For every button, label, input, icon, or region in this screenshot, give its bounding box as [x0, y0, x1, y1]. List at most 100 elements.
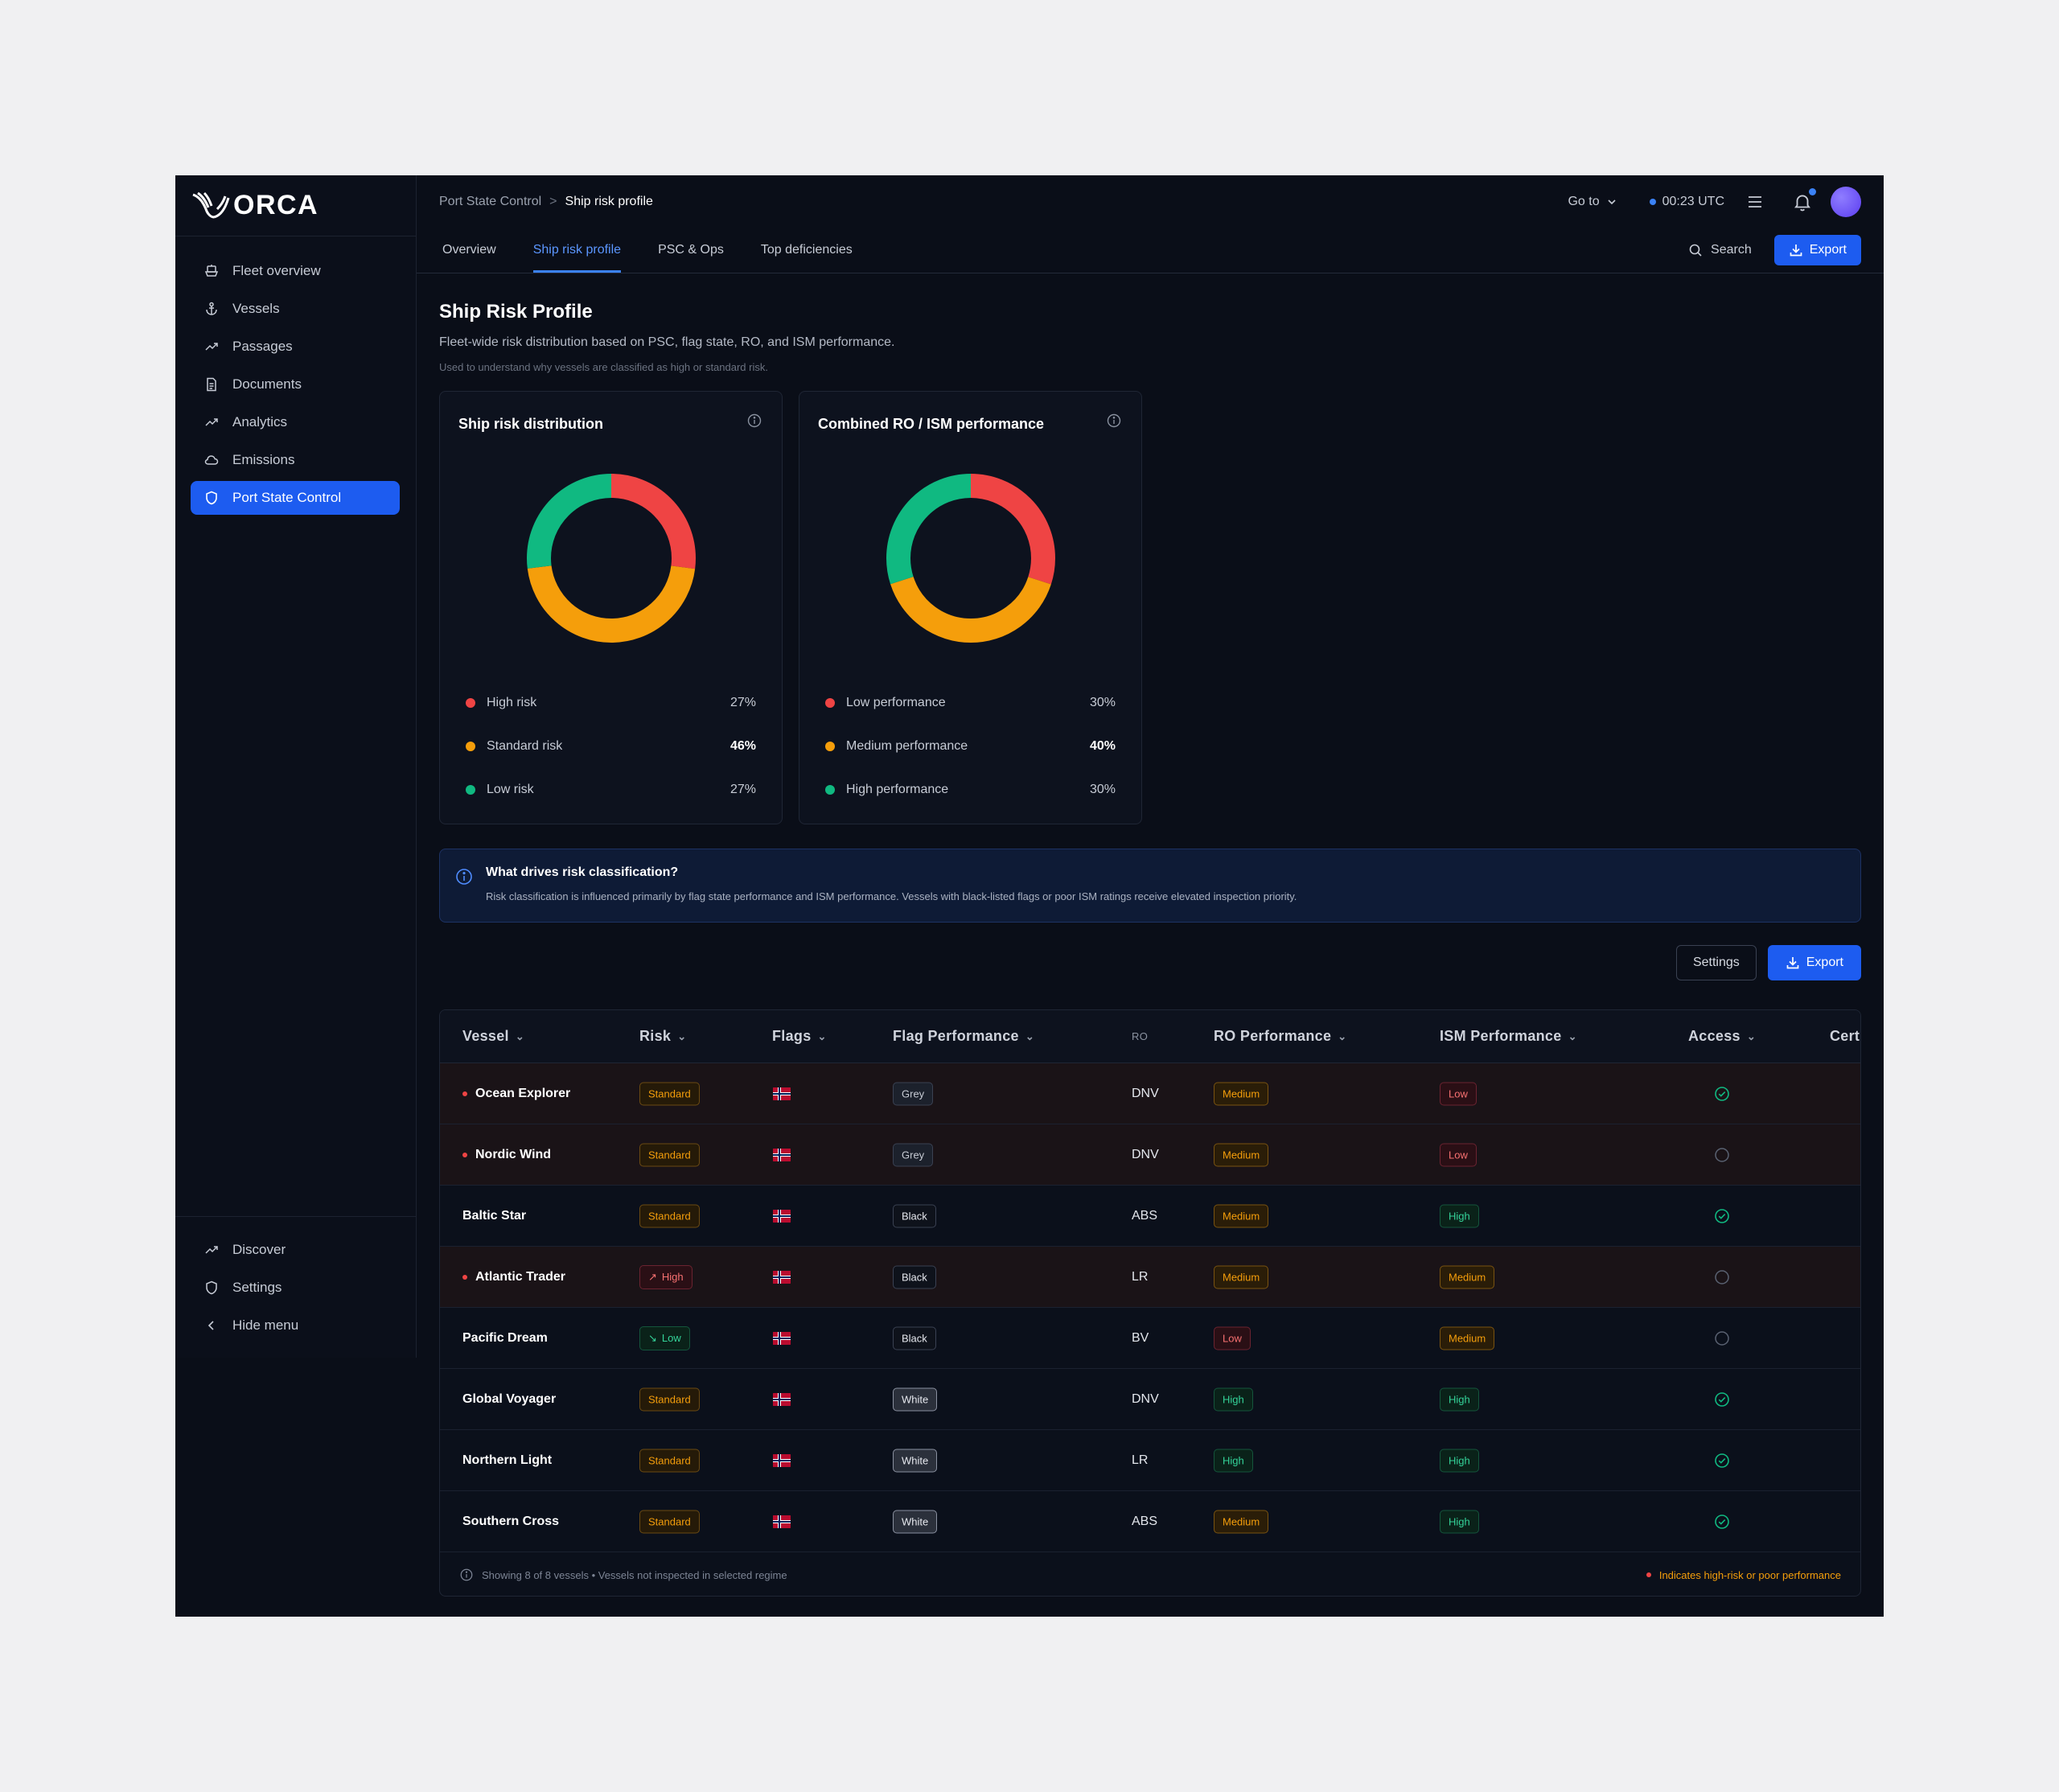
sidebar-item-label: Port State Control	[232, 490, 342, 505]
risk-info-banner: What drives risk classification? Risk cl…	[439, 849, 1861, 923]
tab-psc-ops[interactable]: PSC & Ops	[658, 243, 724, 257]
logo[interactable]: ORCA	[175, 175, 416, 236]
sidebar-item-discover[interactable]: Discover	[191, 1233, 400, 1267]
column-header-ro-performance[interactable]: RO Performance ⌄	[1214, 1028, 1346, 1045]
notifications-button[interactable]	[1792, 188, 1816, 212]
ro-performance-badge: Low	[1214, 1326, 1251, 1350]
column-header-cert[interactable]: Cert	[1830, 1028, 1860, 1045]
breadcrumb: Port State Control > Ship risk profile	[439, 195, 653, 209]
settings-button[interactable]: Settings	[1675, 945, 1757, 980]
table-footer-summary: Showing 8 of 8 vessels • Vessels not ins…	[482, 1568, 787, 1581]
table-body: Ocean Explorer Standard Grey DNV Medium Low No…	[440, 1063, 1860, 1552]
sidebar-item-emissions[interactable]: Emissions	[191, 443, 400, 477]
info-icon[interactable]	[746, 413, 762, 429]
ro-cell: BV	[1132, 1330, 1149, 1345]
search-button[interactable]: Search	[1688, 243, 1752, 257]
sidebar-item-analytics[interactable]: Analytics	[191, 405, 400, 439]
vessel-name-cell[interactable]: Pacific Dream	[462, 1331, 548, 1346]
column-header-access[interactable]: Access ⌄	[1688, 1028, 1756, 1045]
legend-item-low-performance: Low performance 30%	[825, 681, 1116, 725]
table-row[interactable]: Nordic Wind Standard Grey DNV Medium Low	[440, 1124, 1860, 1186]
sidebar-item-label: Analytics	[232, 414, 288, 430]
table-header: Vessel ⌄ Risk ⌄ Flags ⌄ Flag Performance ⌄ R…	[440, 1010, 1860, 1063]
risk-cell: Standard	[639, 1387, 700, 1411]
vessel-name-cell[interactable]: Northern Light	[462, 1453, 552, 1468]
table-row[interactable]: Pacific Dream ↘ Low Black BV Low Medium	[440, 1308, 1860, 1369]
ism-performance-cell: Medium	[1440, 1265, 1495, 1289]
access-cell	[1714, 1514, 1730, 1530]
avatar[interactable]	[1831, 187, 1861, 217]
sidebar-item-label: Passages	[232, 339, 293, 354]
column-header-risk[interactable]: Risk ⌄	[639, 1028, 686, 1045]
vessel-name-cell[interactable]: Southern Cross	[462, 1515, 559, 1529]
ro-cell: LR	[1132, 1453, 1149, 1467]
sidebar-item-passages[interactable]: Passages	[191, 330, 400, 364]
sidebar-item-port-state-control[interactable]: Port State Control	[191, 481, 400, 515]
table-row[interactable]: Northern Light Standard White LR High High	[440, 1430, 1860, 1491]
export-button[interactable]: Export	[1773, 235, 1861, 265]
table-export-button[interactable]: Export	[1767, 945, 1861, 980]
legend-dot	[825, 785, 835, 795]
vessel-name: Northern Light	[462, 1453, 553, 1467]
table-footer: Showing 8 of 8 vessels • Vessels not ins…	[440, 1554, 1860, 1596]
sidebar-item-settings[interactable]: Settings	[191, 1271, 400, 1305]
anchor-icon	[203, 301, 220, 317]
risk-cell: Standard	[639, 1510, 700, 1533]
ro-cell: LR	[1132, 1269, 1149, 1284]
donut-segment-2	[886, 474, 1055, 643]
tab-top-deficiencies[interactable]: Top deficiencies	[760, 243, 853, 257]
page-note: Used to understand why vessels are class…	[439, 361, 768, 373]
vessel-name-cell[interactable]: Global Voyager	[462, 1392, 556, 1407]
menu-icon[interactable]	[1745, 192, 1765, 212]
ro-performance-cell: High	[1214, 1449, 1253, 1472]
risk-label: Standard	[648, 1393, 691, 1405]
sidebar-item-fleet-overview[interactable]: Fleet overview	[191, 254, 400, 288]
vessel-name-cell[interactable]: Nordic Wind	[462, 1148, 551, 1162]
table-row[interactable]: Ocean Explorer Standard Grey DNV Medium Low	[440, 1063, 1860, 1124]
breadcrumb-parent[interactable]: Port State Control	[439, 195, 542, 208]
ism-performance-badge: High	[1440, 1449, 1479, 1472]
info-icon[interactable]	[1106, 413, 1122, 429]
vessel-name-cell[interactable]: Atlantic Trader	[462, 1270, 565, 1284]
goto-dropdown[interactable]: Go to	[1568, 195, 1617, 209]
table-row[interactable]: Global Voyager Standard White DNV High High	[440, 1369, 1860, 1430]
ism-performance-cell: Low	[1440, 1143, 1477, 1166]
table-row[interactable]: Southern Cross Standard White ABS Medium High	[440, 1491, 1860, 1552]
notification-badge	[1809, 188, 1816, 195]
sidebar-item-vessels[interactable]: Vessels	[191, 292, 400, 326]
table-row[interactable]: Atlantic Trader ↗ High Black LR Medium Medium	[440, 1247, 1860, 1308]
table-row[interactable]: Baltic Star Standard Black ABS Medium High	[440, 1186, 1860, 1247]
tab-ship-risk-profile[interactable]: Ship risk profile	[532, 243, 622, 273]
risk-label: Standard	[648, 1454, 691, 1466]
sidebar-nav: Fleet overview Vessels Passages Document…	[175, 236, 416, 515]
flag-performance-cell: Grey	[893, 1143, 934, 1166]
hide-menu-button[interactable]: Hide menu	[191, 1309, 400, 1342]
ism-performance-badge: High	[1440, 1387, 1479, 1411]
cloud-icon	[203, 452, 220, 468]
column-label: Flag Performance	[893, 1028, 1019, 1044]
flags-cell	[772, 1453, 791, 1467]
flag-performance-badge: White	[893, 1449, 938, 1472]
ism-performance-cell: High	[1440, 1449, 1479, 1472]
flag-performance-cell: Grey	[893, 1082, 934, 1105]
ism-performance-badge: Low	[1440, 1143, 1477, 1166]
flags-cell	[772, 1209, 791, 1223]
vessel-name-cell[interactable]: Ocean Explorer	[462, 1087, 570, 1101]
column-header-flags[interactable]: Flags ⌄	[772, 1028, 827, 1045]
vessel-name-cell[interactable]: Baltic Star	[462, 1209, 526, 1223]
table-actions: Settings Export	[439, 945, 1861, 980]
ro-performance-badge: Medium	[1214, 1510, 1269, 1533]
risk-badge: Standard	[639, 1449, 700, 1472]
column-header-flag-performance[interactable]: Flag Performance ⌄	[893, 1028, 1034, 1045]
column-label: Access	[1688, 1028, 1740, 1044]
ism-performance-cell: Low	[1440, 1082, 1477, 1105]
column-header-ro[interactable]: RO	[1132, 1030, 1148, 1042]
chevron-down-icon: ⌄	[515, 1030, 525, 1042]
sidebar-item-documents[interactable]: Documents	[191, 368, 400, 401]
flags-cell	[772, 1087, 791, 1100]
column-header-ism-performance[interactable]: ISM Performance ⌄	[1440, 1028, 1577, 1045]
column-header-vessel[interactable]: Vessel ⌄	[462, 1028, 524, 1045]
sidebar-item-label: Discover	[232, 1242, 286, 1257]
export-label: Export	[1806, 956, 1843, 969]
tab-overview[interactable]: Overview	[442, 243, 496, 257]
